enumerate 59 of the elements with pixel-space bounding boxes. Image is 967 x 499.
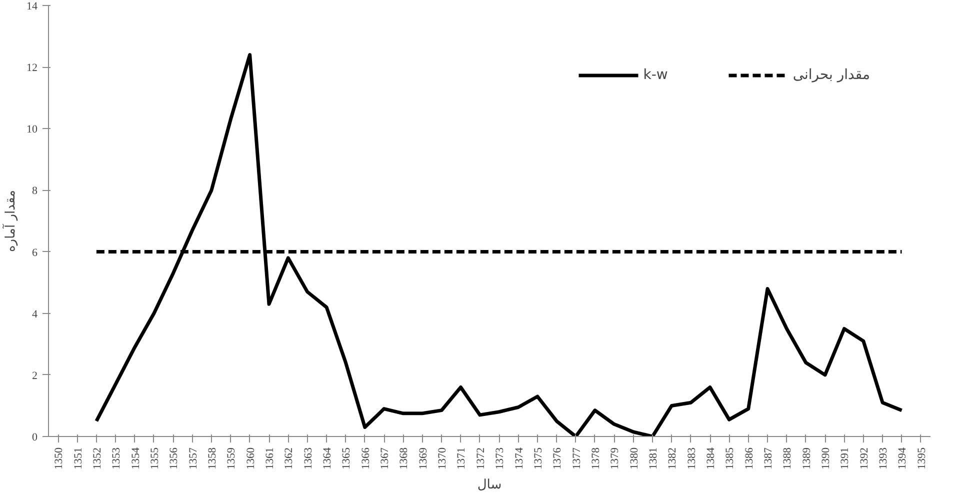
x-tick-label: 1361	[264, 448, 276, 470]
x-tick-label: 1363	[302, 447, 314, 470]
x-tick-label: 1367	[379, 447, 392, 470]
y-tick-label: 14	[26, 0, 38, 12]
x-tick-label: 1354	[130, 447, 142, 470]
x-tick-label: 1384	[705, 447, 717, 470]
x-tick-label: 1377	[570, 447, 583, 470]
x-tick-label: 1351	[72, 448, 84, 470]
x-tick-label: 1371	[456, 448, 468, 470]
x-tick-label: 1380	[628, 447, 640, 470]
x-tick-label: 1389	[800, 447, 813, 470]
y-tick-label: 8	[32, 185, 38, 198]
x-tick-label: 1370	[436, 447, 449, 470]
x-tick-label: 1387	[762, 447, 775, 470]
x-tick-label: 1393	[878, 447, 890, 470]
x-tick-label: 1362	[283, 448, 296, 470]
x-tick-label: 1375	[532, 447, 544, 470]
x-axis-title: سال	[477, 478, 502, 492]
y-axis-title: مقدار آماره	[2, 190, 18, 252]
y-tick-label: 2	[32, 370, 38, 382]
line-series	[94, 53, 904, 436]
x-tick-label: 1394	[896, 447, 909, 470]
x-tick-label: 1372	[474, 448, 487, 470]
y-tick-label: 0	[32, 432, 38, 444]
y-tick-label: 6	[32, 246, 38, 259]
x-tick-label: 1360	[244, 447, 257, 470]
x-tick-label: 1364	[322, 447, 334, 470]
x-tick-label: 1357	[187, 447, 200, 470]
x-tick-label: 1369	[417, 447, 430, 470]
x-tick-label: 1385	[724, 447, 736, 470]
x-tick-label: 1353	[110, 447, 123, 470]
x-tick-label: 1390	[820, 447, 832, 470]
x-tick-label: 1356	[168, 447, 180, 470]
x-tick-label: 1358	[206, 447, 218, 470]
x-tick-label: 1368	[398, 447, 410, 470]
x-tick-label: 1366	[360, 447, 372, 470]
x-tick-label: 1373	[494, 447, 506, 470]
x-tick-label: 1391	[839, 448, 852, 470]
x-tick-label: 1374	[513, 447, 526, 470]
x-tick-label: 1379	[609, 447, 622, 470]
legend-label: k-w	[643, 67, 668, 83]
x-tick-label: 1378	[590, 447, 602, 470]
x-tick-label: 1382	[666, 448, 679, 470]
x-tick-label: 1355	[148, 447, 161, 470]
x-tick-label: 1359	[226, 447, 238, 470]
x-tick-label: 1350	[53, 447, 66, 470]
x-tick-label: 1381	[647, 448, 660, 470]
x-tick-label: 1386	[743, 447, 756, 470]
x-tick-label: 1395	[916, 447, 928, 470]
y-tick-label: 4	[32, 308, 38, 320]
x-tick-label: 1376	[552, 447, 564, 470]
x-tick-label: 1352	[91, 448, 104, 470]
y-tick-label: 12	[26, 62, 38, 74]
x-tick-label: 1388	[782, 447, 794, 470]
x-tick-label: 1365	[340, 447, 353, 470]
x-tick-label: 1392	[858, 448, 870, 470]
x-tick-label: 1383	[686, 447, 698, 470]
y-tick-label: 10	[26, 124, 38, 136]
legend-label: مقدار بحرانی	[792, 67, 870, 83]
